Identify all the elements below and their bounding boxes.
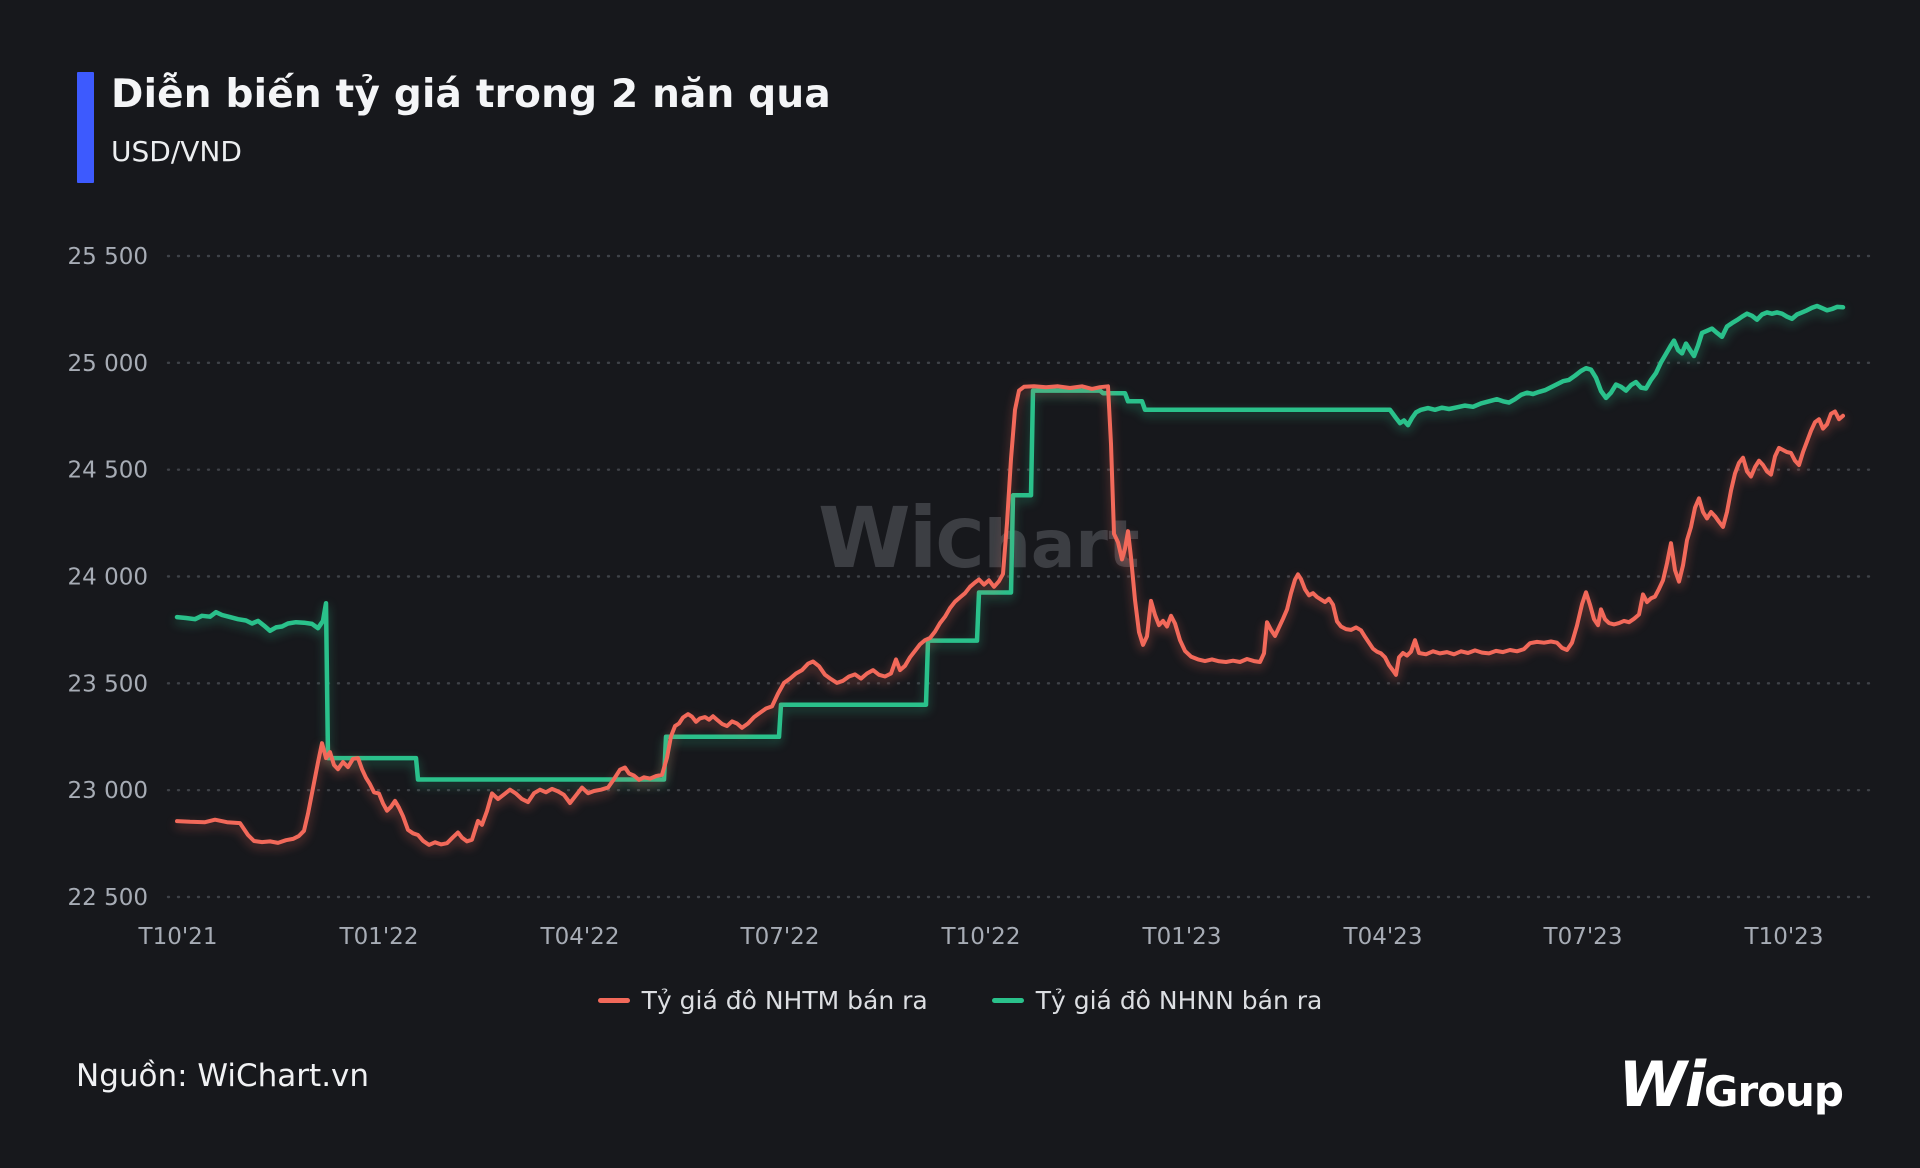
x-tick-label: T01'22 [339,924,419,950]
chart-legend: Tỷ giá đô NHTM bán ra Tỷ giá đô NHNN bán… [0,986,1920,1015]
y-tick-label: 25 000 [68,351,148,377]
legend-item-nhtm[interactable]: Tỷ giá đô NHTM bán ra [597,986,928,1015]
chart-unit-label: USD/VND [111,135,242,168]
y-tick-label: 25 500 [68,244,148,270]
x-tick-label: T04'23 [1343,924,1423,950]
nhnn-series-swatch [991,998,1024,1003]
y-tick-label: 23 500 [68,671,148,697]
y-tick-label: 22 500 [68,885,148,911]
series-line-nhtm [175,384,1845,847]
series-line-nhnn [174,303,1846,782]
wigroup-logo-group: Group [1703,1067,1844,1116]
chart-header: Diễn biến tỷ giá trong 2 năn qua USD/VND [77,72,831,183]
y-tick-label: 23 000 [68,778,148,804]
watermark-chart: Chart [935,506,1140,583]
title-accent-bar [77,72,94,183]
x-tick-label: T01'23 [1142,924,1222,950]
x-tick-label: T07'22 [740,924,820,950]
x-tick-label: T07'23 [1543,924,1623,950]
x-tick-label: T04'22 [540,924,620,950]
nhnn-series-label: Tỷ giá đô NHNN bán ra [1035,986,1323,1015]
x-tick-label: T10'22 [941,924,1021,950]
wigroup-logo-wi: Wi [1618,1048,1706,1121]
wigroup-logo: Wi Group [1618,1048,1844,1121]
wichart-watermark: WiChart [818,492,1140,608]
x-tick-label: T10'23 [1744,924,1824,950]
legend-item-nhnn[interactable]: Tỷ giá đô NHNN bán ra [991,986,1323,1015]
source-attribution: Nguồn: WiChart.vn [76,1058,370,1094]
y-tick-label: 24 500 [68,458,148,484]
nhtm-series-label: Tỷ giá đô NHTM bán ra [641,986,928,1015]
watermark-wi: Wi [818,489,937,587]
y-tick-label: 24 000 [68,565,148,591]
page-title: Diễn biến tỷ giá trong 2 năn qua [111,72,831,117]
nhtm-series-swatch [597,998,630,1003]
exchange-rate-line-chart: 25 500 25 000 24 500 24 000 23 500 23 000 22 5… [68,244,1880,950]
x-tick-label: T10'21 [138,924,218,950]
